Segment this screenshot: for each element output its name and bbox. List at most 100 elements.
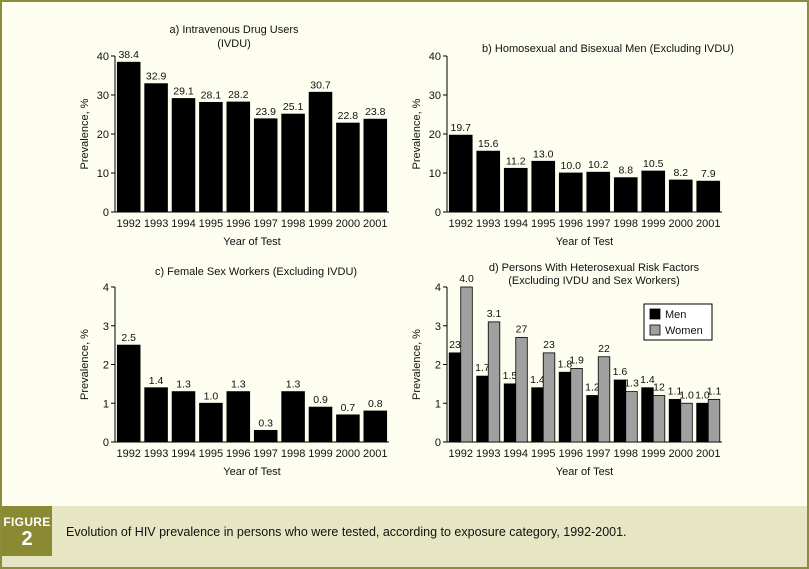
panel-d-value-label-women: 12 [653, 382, 665, 394]
panel-c-bar [116, 344, 141, 443]
panel-a-value-label: 23.9 [255, 106, 276, 118]
panel-b-y-tick-label: 20 [429, 129, 441, 141]
panel-d-x-tick-label: 1999 [641, 448, 665, 460]
panel-c-value-label: 0.8 [368, 398, 383, 410]
panel-b-value-label: 10.0 [561, 160, 582, 172]
panel-d-bar-women [597, 356, 611, 443]
panel-d-bar-women [460, 286, 473, 443]
panel-c-value-label: 1.3 [176, 379, 191, 391]
panel-d-value-label-women: 1.1 [707, 385, 722, 397]
panel-d-bar-men [448, 352, 462, 443]
panel-b-title-line-1: b) Homosexual and Bisexual Men (Excludin… [482, 43, 734, 55]
panel-d-bar-women [487, 321, 501, 443]
panel-d-legend-swatch-men [649, 308, 661, 320]
panel-a-bar [281, 113, 305, 213]
panel-a-value-label: 38.4 [118, 49, 139, 61]
panel-a-value-label: 29.1 [173, 86, 194, 98]
panel-d-legend-label-women: Women [665, 325, 703, 337]
panel-b-value-label: 19.7 [451, 122, 472, 134]
panel-a-y-axis-label: Prevalence, % [79, 98, 91, 169]
panel-c-bar [226, 391, 251, 443]
panel-a-value-label: 30.7 [310, 79, 331, 91]
panel-d-value-label-men: 1.4 [640, 374, 655, 386]
panel-d-y-tick-label: 3 [435, 321, 441, 333]
panel-c-bar [336, 414, 360, 443]
panel-a-value-label: 28.2 [228, 89, 249, 101]
panel-b-bar [696, 180, 721, 213]
panel-b-bar [586, 171, 611, 213]
panel-c-value-label: 0.7 [341, 402, 356, 414]
panel-c-bar [281, 391, 305, 443]
panel-d-bar-men [503, 383, 517, 443]
panel-d-title-line-1: d) Persons With Heterosexual Risk Factor… [489, 262, 700, 274]
panel-a-bar [116, 61, 141, 213]
panel-d-x-tick-label: 2001 [696, 448, 720, 460]
panel-d-bar-women [707, 398, 721, 443]
panel-d-value-label-men: 1.6 [613, 366, 628, 378]
panel-b-x-tick-label: 2001 [696, 218, 720, 230]
panel-d-bar-men [558, 371, 572, 443]
panel-c-x-tick-label: 1992 [116, 448, 140, 460]
panel-a-bar [144, 83, 168, 213]
panel-d-value-label-women: 1.0 [679, 389, 694, 401]
panel-d-value-label-men: 1.8 [558, 358, 573, 370]
panel-d-x-tick-label: 1994 [504, 448, 528, 460]
panel-a-bar [226, 101, 251, 213]
panel-b-bar [668, 179, 693, 213]
panel-d-value-label-men: 1.7 [475, 362, 490, 374]
panel-c-x-tick-label: 1996 [226, 448, 250, 460]
panel-d-x-tick-label: 1992 [449, 448, 473, 460]
panel-b-value-label: 7.9 [701, 168, 716, 180]
panel-b-x-tick-label: 1994 [504, 218, 528, 230]
panel-a-y-tick-label: 10 [97, 168, 109, 180]
panel-b-x-axis-label: Year of Test [556, 236, 614, 248]
panel-d-value-label-women: 4.0 [459, 273, 474, 285]
panel-d-title-line-2: (Excluding IVDU and Sex Workers) [508, 275, 680, 287]
panel-b-bar [476, 150, 501, 213]
panel-c-value-label: 0.9 [313, 394, 328, 406]
panel-d-bar-women [625, 391, 638, 443]
panel-b-y-axis-label: Prevalence, % [411, 98, 423, 169]
figure-badge-word: FIGURE [3, 515, 51, 529]
panel-c-value-label: 1.4 [149, 375, 164, 387]
panel-d-value-label-women: 22 [598, 343, 610, 355]
panel-b-value-label: 11.2 [506, 155, 526, 167]
panel-b-bar [503, 167, 528, 213]
panel-c-x-tick-label: 1994 [171, 448, 195, 460]
panel-b-x-tick-label: 1999 [641, 218, 665, 230]
panel-d-x-tick-label: 1995 [531, 448, 555, 460]
panel-c-bar [363, 410, 388, 443]
panel-a-value-label: 25.1 [283, 101, 304, 113]
panel-d-y-axis-label: Prevalence, % [411, 329, 423, 400]
panel-a-y-tick-label: 40 [97, 51, 109, 63]
panel-d-bar-women [542, 352, 556, 443]
panel-d-value-label-men: 1.1 [668, 385, 683, 397]
panel-a-x-tick-label: 1998 [281, 218, 305, 230]
figure-badge: FIGURE 2 [2, 506, 52, 556]
panel-c-value-label: 1.0 [204, 390, 219, 402]
panel-a-value-label: 22.8 [338, 110, 359, 122]
panel-c-value-label: 2.5 [121, 332, 136, 344]
panel-a-x-tick-label: 1995 [199, 218, 223, 230]
panel-d-legend-swatch-women [649, 324, 661, 336]
panel-d-y-tick-label: 4 [435, 282, 441, 294]
panel-d-bar-men [696, 402, 709, 443]
panel-d-legend-label-men: Men [665, 309, 686, 321]
panel-b-x-tick-label: 1998 [614, 218, 638, 230]
panel-b-x-tick-label: 1993 [476, 218, 500, 230]
panel-d-bar-women [570, 367, 583, 443]
panel-d-x-tick-label: 1997 [586, 448, 610, 460]
panel-d-value-label-men: 1.4 [530, 374, 545, 386]
panel-c-x-tick-label: 2000 [336, 448, 360, 460]
panel-b-x-tick-label: 1992 [449, 218, 473, 230]
panel-d-y-tick-label: 1 [435, 398, 441, 410]
panel-d-value-label-men: 1.0 [695, 389, 710, 401]
panel-b-value-label: 10.5 [643, 158, 664, 170]
panel-a-bar [308, 91, 333, 213]
panel-b-y-tick-label: 30 [429, 90, 441, 102]
panel-a-value-label: 32.9 [146, 71, 167, 83]
figure-badge-number: 2 [21, 528, 33, 550]
panel-a-y-tick-label: 30 [97, 90, 109, 102]
panel-a-bar [363, 118, 388, 213]
